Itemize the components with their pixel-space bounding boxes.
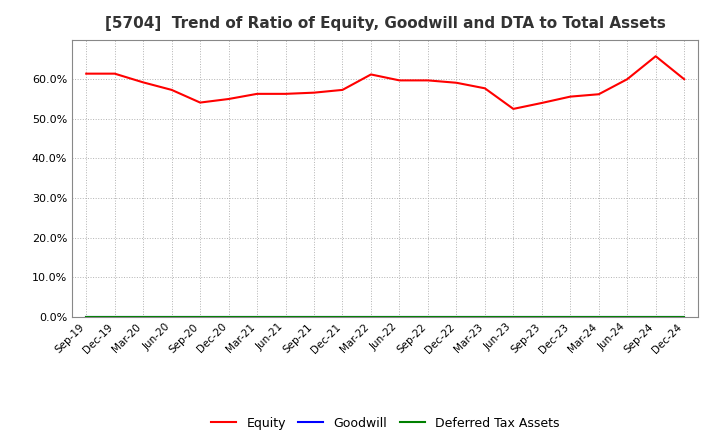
Equity [196,100,204,105]
Goodwill [366,314,375,319]
Goodwill [282,314,290,319]
Deferred Tax Assets [509,314,518,319]
Equity [310,90,318,95]
Goodwill [537,314,546,319]
Deferred Tax Assets [652,314,660,319]
Equity [82,71,91,76]
Goodwill [652,314,660,319]
Deferred Tax Assets [310,314,318,319]
Goodwill [225,314,233,319]
Equity [680,77,688,82]
Deferred Tax Assets [139,314,148,319]
Equity [395,78,404,83]
Equity [139,80,148,85]
Deferred Tax Assets [537,314,546,319]
Goodwill [253,314,261,319]
Goodwill [509,314,518,319]
Equity [167,87,176,92]
Goodwill [167,314,176,319]
Goodwill [566,314,575,319]
Goodwill [480,314,489,319]
Legend: Equity, Goodwill, Deferred Tax Assets: Equity, Goodwill, Deferred Tax Assets [207,412,564,435]
Deferred Tax Assets [452,314,461,319]
Deferred Tax Assets [225,314,233,319]
Deferred Tax Assets [196,314,204,319]
Deferred Tax Assets [253,314,261,319]
Equity [652,54,660,59]
Deferred Tax Assets [338,314,347,319]
Equity [423,78,432,83]
Equity [623,77,631,82]
Deferred Tax Assets [366,314,375,319]
Goodwill [110,314,119,319]
Equity [366,72,375,77]
Equity [595,92,603,97]
Goodwill [595,314,603,319]
Deferred Tax Assets [566,314,575,319]
Deferred Tax Assets [395,314,404,319]
Equity [480,86,489,91]
Deferred Tax Assets [680,314,688,319]
Equity [225,96,233,102]
Goodwill [423,314,432,319]
Deferred Tax Assets [480,314,489,319]
Equity [338,87,347,92]
Equity [509,106,518,111]
Goodwill [196,314,204,319]
Deferred Tax Assets [167,314,176,319]
Title: [5704]  Trend of Ratio of Equity, Goodwill and DTA to Total Assets: [5704] Trend of Ratio of Equity, Goodwil… [105,16,665,32]
Goodwill [680,314,688,319]
Deferred Tax Assets [82,314,91,319]
Goodwill [338,314,347,319]
Line: Equity: Equity [86,56,684,109]
Deferred Tax Assets [282,314,290,319]
Equity [110,71,119,76]
Goodwill [310,314,318,319]
Goodwill [623,314,631,319]
Deferred Tax Assets [623,314,631,319]
Goodwill [395,314,404,319]
Goodwill [139,314,148,319]
Deferred Tax Assets [423,314,432,319]
Goodwill [452,314,461,319]
Deferred Tax Assets [595,314,603,319]
Goodwill [82,314,91,319]
Equity [452,80,461,85]
Equity [537,100,546,106]
Equity [253,91,261,96]
Deferred Tax Assets [110,314,119,319]
Equity [282,91,290,96]
Equity [566,94,575,99]
